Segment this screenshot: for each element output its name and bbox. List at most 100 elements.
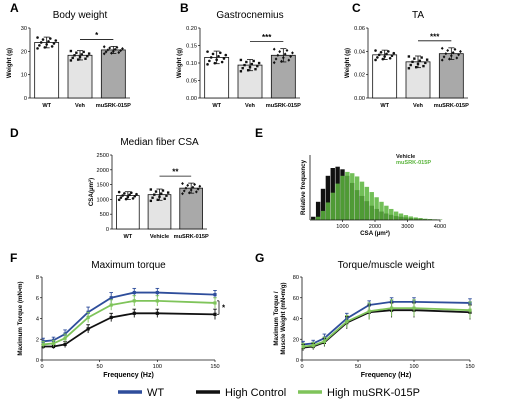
- bar-veh: [68, 55, 92, 98]
- data-point: [53, 42, 56, 45]
- data-point: [63, 337, 66, 340]
- data-point: [198, 185, 201, 188]
- hist-bar: [409, 216, 413, 220]
- data-point: [163, 198, 165, 200]
- x-tick-label: 3000: [401, 224, 413, 230]
- data-point: [217, 55, 220, 58]
- x-axis-label: Frequency (Hz): [103, 372, 154, 379]
- significance-label: **: [172, 168, 179, 177]
- data-point: [208, 60, 211, 63]
- x-axis-label: Frequency (Hz): [361, 372, 412, 379]
- data-point: [132, 197, 135, 200]
- bar-wt: [35, 42, 59, 98]
- data-point: [110, 296, 113, 299]
- data-point: [374, 49, 377, 52]
- category-label: Vehicle: [150, 234, 169, 240]
- data-point: [424, 62, 426, 64]
- category-label: muSRK-015P: [434, 103, 469, 109]
- hist-bar: [374, 197, 378, 220]
- series-high-musrk-015p: [41, 296, 216, 348]
- data-point: [392, 52, 395, 55]
- data-point: [254, 68, 256, 70]
- y-axis-label: Weight (g): [176, 48, 183, 78]
- data-point: [420, 56, 422, 58]
- data-point: [162, 189, 164, 191]
- data-point: [368, 310, 371, 313]
- data-point: [165, 194, 167, 196]
- data-point: [291, 51, 294, 54]
- data-point: [133, 299, 136, 302]
- data-point: [278, 50, 281, 53]
- data-point: [221, 61, 224, 64]
- x-tick-label: 150: [465, 364, 474, 370]
- hist-bar: [345, 172, 349, 220]
- data-point: [38, 44, 41, 47]
- data-point: [49, 37, 52, 40]
- data-point: [258, 62, 260, 64]
- data-point: [82, 51, 84, 53]
- data-point: [286, 49, 289, 52]
- series-high-musrk-015p: [301, 300, 471, 350]
- data-point: [118, 191, 121, 194]
- y-tick-label: 0: [106, 227, 109, 233]
- hist-bar: [355, 176, 359, 220]
- y-tick-label: 2000: [97, 168, 109, 174]
- category-label: Veh: [413, 103, 424, 109]
- data-point: [412, 307, 415, 310]
- y-axis-label: CSA(µm²): [88, 178, 95, 206]
- data-point: [376, 56, 379, 59]
- bar-chart-b: Gastrocnemius0.000.050.100.150.20Weight …: [176, 10, 301, 109]
- y-tick-label: 1500: [97, 183, 109, 189]
- y-tick-label: 0: [24, 96, 27, 102]
- y-tick-label: 0.02: [354, 73, 365, 79]
- data-point: [243, 64, 245, 66]
- data-point: [79, 56, 81, 58]
- y-tick-label: 60: [293, 296, 299, 302]
- data-point: [156, 291, 159, 294]
- data-point: [156, 299, 159, 302]
- x-tick-label: 100: [153, 364, 162, 370]
- data-point: [87, 316, 90, 319]
- y-tick-label: 40: [293, 317, 299, 323]
- x-tick-label: 150: [210, 364, 219, 370]
- data-point: [81, 53, 83, 55]
- panel-label-a: A: [10, 1, 19, 15]
- hist-bar: [331, 193, 335, 220]
- data-point: [110, 316, 113, 319]
- data-point: [103, 45, 106, 48]
- panel-label-b: B: [180, 1, 189, 15]
- data-point: [36, 36, 39, 39]
- y-tick-label: 30: [21, 26, 27, 32]
- y-tick-label: 0.15: [186, 44, 197, 50]
- hist-bar: [321, 211, 325, 220]
- data-point: [110, 303, 113, 306]
- bar-chart-d: Median fiber CSA05001000150020002500CSA(…: [88, 137, 209, 240]
- data-point: [135, 193, 138, 196]
- legend-label: High Control: [225, 387, 286, 399]
- y-tick-label: 1000: [97, 197, 109, 203]
- data-point: [312, 344, 315, 347]
- data-point: [454, 48, 457, 51]
- data-point: [273, 48, 276, 51]
- bar-wt: [373, 55, 397, 98]
- data-point: [40, 41, 43, 44]
- data-point: [130, 191, 133, 194]
- data-point: [44, 46, 47, 49]
- data-point: [157, 199, 159, 201]
- data-point: [410, 64, 412, 66]
- data-point: [87, 327, 90, 330]
- y-tick-label: 80: [293, 275, 299, 281]
- y-tick-label: 0: [296, 358, 299, 364]
- data-point: [302, 345, 305, 348]
- y-axis-label: Weight (g): [6, 48, 13, 78]
- data-point: [75, 52, 77, 54]
- category-label: WT: [212, 103, 221, 109]
- chart-title: Median fiber CSA: [120, 137, 199, 148]
- data-point: [214, 62, 217, 65]
- hist-bar: [389, 209, 393, 220]
